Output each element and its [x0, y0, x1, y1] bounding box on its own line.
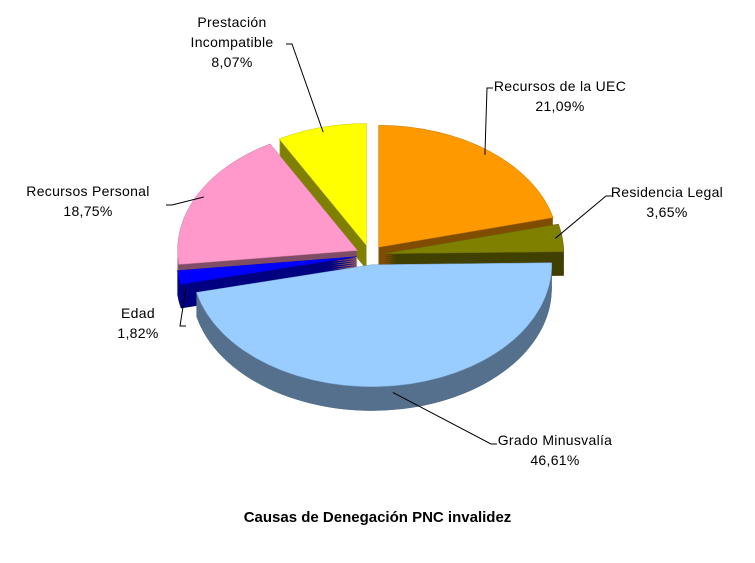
value-label: 1,82% [117, 325, 159, 341]
value-label: 3,65% [646, 204, 688, 220]
category-label: Grado Minusvalía [497, 432, 613, 448]
slice [378, 125, 554, 248]
slice [177, 143, 359, 265]
slice-label: Prestación Incompatible 8,07% [177, 12, 287, 72]
leader-line [392, 392, 497, 445]
category-label: Edad [121, 305, 155, 321]
leader-line [166, 196, 204, 206]
category-label: Recursos de la UEC [493, 78, 627, 94]
slice [177, 256, 357, 285]
leader-line [554, 195, 612, 239]
slice-wall [177, 270, 181, 309]
slice-label: Recursos Personal 18,75% [26, 181, 149, 221]
chart-title: Causas de Denegación PNC invalidez [243, 509, 512, 526]
category-label: Recursos Personal [26, 183, 150, 199]
slice-wall [196, 264, 552, 411]
category-label: Prestación Incompatible [190, 14, 274, 50]
value-label: 21,09% [535, 98, 585, 114]
category-label: Residencia Legal [610, 184, 724, 200]
leader-line [484, 87, 493, 155]
slice [383, 223, 565, 254]
slice-label: Edad 1,82% [117, 303, 158, 343]
value-label: 46,61% [530, 452, 580, 468]
slice-label: Recursos de la UEC 21,09% [494, 76, 626, 116]
value-label: 18,75% [63, 203, 113, 219]
slice [196, 262, 552, 387]
slice-label: Residencia Legal 3,65% [611, 182, 723, 222]
value-label: 8,07% [211, 54, 253, 70]
leader-line [179, 288, 187, 327]
slice-label: Grado Minusvalía 46,61% [498, 430, 613, 470]
leader-line [286, 43, 324, 133]
